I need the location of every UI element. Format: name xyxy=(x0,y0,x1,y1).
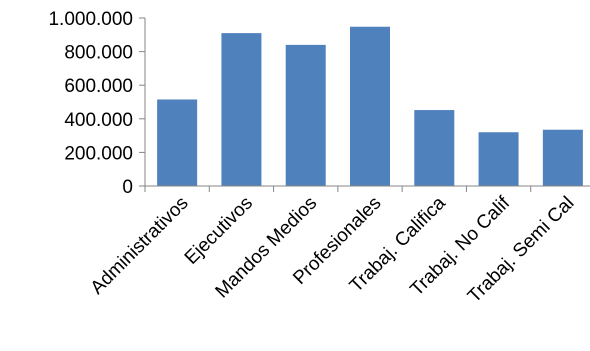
y-tick-label: 1.000.000 xyxy=(48,9,133,30)
y-tick-label: 800.000 xyxy=(64,43,133,64)
bar xyxy=(350,26,390,187)
bar xyxy=(221,33,262,187)
y-tick-label: 200.000 xyxy=(64,143,133,164)
y-tick-label: 0 xyxy=(122,177,133,198)
y-tick-label: 400.000 xyxy=(64,110,133,131)
x-tick-label: Administrativos xyxy=(87,193,193,299)
x-axis xyxy=(144,185,590,192)
bar xyxy=(414,110,455,186)
bar xyxy=(285,44,326,186)
bar xyxy=(478,132,519,186)
bar-series xyxy=(157,26,583,187)
bar xyxy=(542,129,583,186)
y-tick-label: 600.000 xyxy=(64,76,133,97)
bar xyxy=(157,99,198,186)
y-axis: 0 200.000 400.000 600.000 800.000 1.000.000 xyxy=(48,9,146,198)
